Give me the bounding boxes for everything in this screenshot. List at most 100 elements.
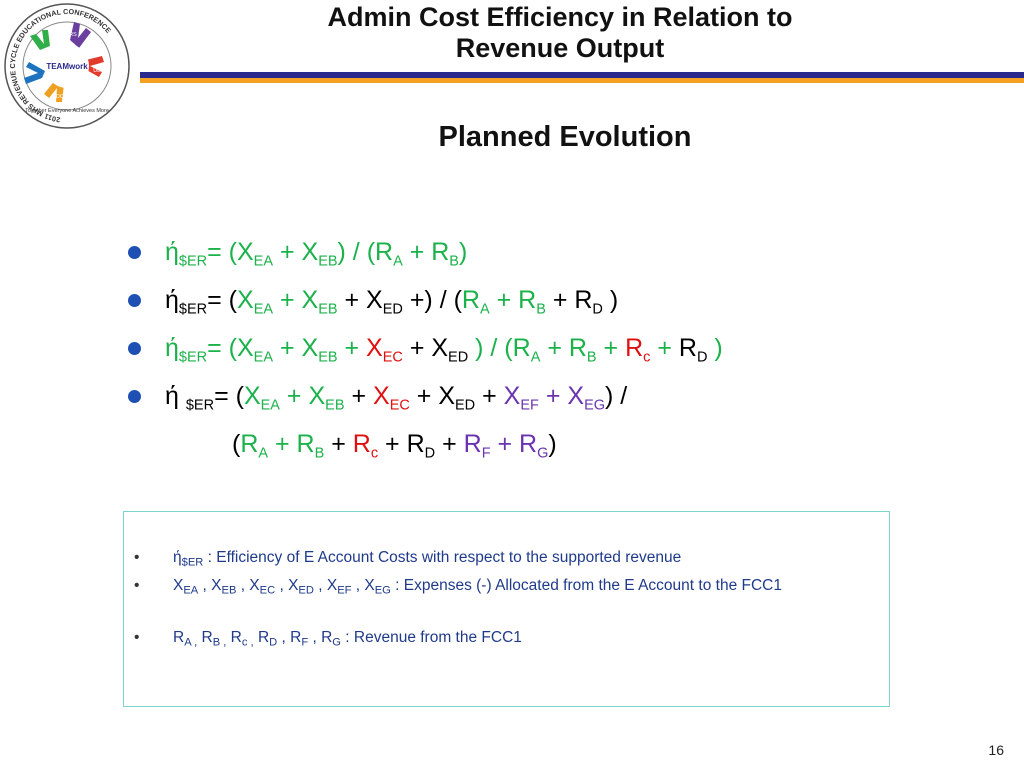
text-run: +	[650, 334, 679, 362]
text-run: = (X	[207, 238, 254, 266]
subscript: $ER	[178, 349, 208, 366]
text-run: , R	[277, 629, 302, 646]
subscript: EG	[584, 397, 606, 414]
subscript: $ER	[178, 253, 208, 270]
subscript: A	[393, 253, 403, 270]
definition-bullet: •	[134, 629, 140, 646]
definition-text: ή$ER : Efficiency of E Account Costs wit…	[173, 549, 883, 569]
subscript: A	[530, 349, 541, 366]
text-run: + X	[337, 286, 383, 314]
header-rule-orange	[140, 78, 1024, 83]
subscript: EC	[259, 584, 276, 597]
subscript: B ,	[212, 636, 227, 649]
subscript: EA	[253, 253, 274, 270]
text-run: (	[232, 430, 241, 458]
text-run: , X	[275, 577, 299, 594]
definitions-box: • ή$ER : Efficiency of E Account Costs w…	[123, 511, 890, 707]
subscript: EC	[389, 397, 410, 414]
definition-bullet: •	[134, 577, 140, 594]
text-run: R	[463, 430, 482, 458]
logo-hand-label: UBO	[29, 58, 42, 64]
subscript: EB	[325, 397, 345, 414]
text-run: R	[678, 334, 697, 362]
subscript: EB	[221, 584, 237, 597]
logo-center-text: TEAMwork	[46, 62, 88, 71]
logo-hand-label: MEPRS	[57, 32, 77, 38]
text-run: = (	[214, 382, 244, 410]
title-line-1: Admin Cost Efficiency in Relation to	[327, 2, 793, 32]
subscript: EA	[253, 301, 274, 318]
text-run: +	[475, 382, 504, 410]
slide-title: Admin Cost Efficiency in Relation to Rev…	[200, 2, 920, 64]
subscript: EB	[318, 349, 338, 366]
text-run: ή	[173, 549, 182, 566]
logo-tagline: Together Everyone Achieves More	[25, 108, 109, 114]
text-run: R	[226, 629, 242, 646]
subscript: D	[424, 445, 436, 462]
text-run: )	[458, 238, 468, 266]
subscript: ED	[382, 301, 403, 318]
text-run: + R	[490, 430, 538, 458]
subscript: $ER	[185, 397, 215, 414]
text-run: R	[173, 629, 185, 646]
conference-logo: 2011 MHS REVENUE CYCLE EDUCATIONAL CONFE…	[4, 3, 130, 129]
text-run: X	[173, 577, 184, 594]
subscript: $ER	[181, 556, 204, 569]
formula-text: (RA + RB + Rc + RD + RF + RG)	[232, 420, 557, 468]
text-run: + R	[489, 286, 537, 314]
text-run: + X	[273, 286, 319, 314]
text-run: + R	[378, 430, 425, 458]
text-run: +	[337, 334, 367, 362]
subscript: F	[301, 636, 309, 649]
subscript: EG	[374, 584, 391, 597]
text-run: + X	[273, 238, 319, 266]
text-run: , X	[313, 577, 338, 594]
subscript: D	[592, 301, 603, 318]
subscript: A	[479, 301, 490, 318]
subscript: EA	[183, 584, 199, 597]
logo-hand-label: DQ	[56, 94, 65, 100]
text-run: + R	[402, 238, 450, 266]
text-run: : Revenue from the FCC1	[340, 629, 522, 646]
text-run: + X	[409, 382, 456, 410]
subscript: A ,	[184, 636, 198, 649]
text-run: +	[344, 382, 373, 410]
text-run: X	[503, 382, 521, 410]
text-run: X	[373, 382, 390, 410]
slide-subtitle: Planned Evolution	[438, 121, 692, 153]
subscript: D	[269, 636, 278, 649]
subscript: $ER	[178, 301, 208, 318]
formula-text: ή$ER= (XEA + XEB) / (RA + RB)	[165, 228, 467, 276]
subscript: EF	[520, 397, 539, 414]
text-run: = (X	[207, 334, 254, 362]
text-run: ) / (R	[468, 334, 531, 362]
logo-hand-label: UBU	[93, 68, 105, 74]
subscript: D	[696, 349, 708, 366]
subscript: EB	[318, 301, 338, 318]
text-run: : Efficiency of E Account Costs with res…	[203, 549, 682, 566]
subscript: ED	[298, 584, 314, 597]
subscript: G	[537, 445, 549, 462]
text-run: +	[435, 430, 464, 458]
subscript: B	[536, 301, 546, 318]
definition-text: XEA , XEB , XEC , XED , XEF , XEG : Expe…	[173, 577, 883, 597]
text-run: R	[240, 430, 259, 458]
formula-text: ή $ER= (XEA + XEB + XEC + XED + XEF + XE…	[165, 372, 627, 420]
subscript: A	[258, 445, 269, 462]
text-run: R	[625, 334, 644, 362]
text-run: X	[243, 382, 261, 410]
text-run: X	[366, 334, 383, 362]
subscript: EB	[318, 253, 338, 270]
bullet-icon	[128, 294, 141, 307]
text-run: + X	[273, 334, 319, 362]
subscript: EF	[337, 584, 352, 597]
text-run: ή	[165, 382, 186, 410]
text-run: R	[352, 430, 371, 458]
bullet-icon	[128, 390, 141, 403]
subscript: B	[586, 349, 597, 366]
bullet-icon	[128, 342, 141, 355]
text-run: , X	[351, 577, 375, 594]
text-run: ) / (R	[337, 238, 394, 266]
definition-bullet: •	[134, 549, 140, 566]
text-run: R	[197, 629, 213, 646]
